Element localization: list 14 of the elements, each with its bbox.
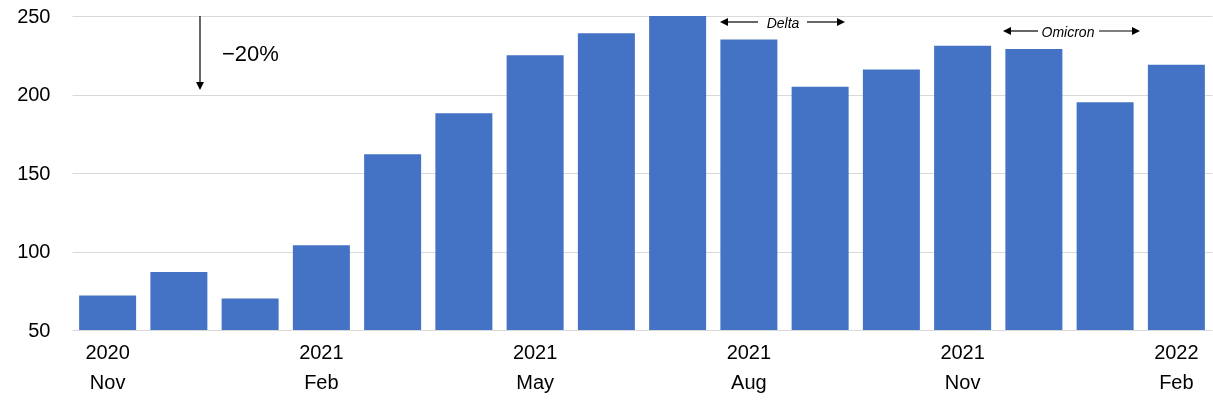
annotation: Delta [766,15,800,31]
x-tick-label: 2021 Aug [726,340,772,393]
y-tick-label: 100 [17,240,51,262]
x-tick-label: 2021 Nov [940,340,985,393]
x-tick-label: 2022 Feb [1154,340,1199,393]
x-tick-label: 2020 Nov [85,340,130,393]
annotation: −20% [222,41,279,66]
y-tick-label: 150 [17,161,51,184]
y-tick-label: 250 [17,4,51,27]
y-tick-label: 50 [28,318,51,341]
x-tick-label: 2021 May [512,340,558,393]
annotation: Omicron [1041,24,1095,40]
y-tick-label: 200 [17,83,51,105]
x-tick-label: 2021 Feb [299,340,344,393]
